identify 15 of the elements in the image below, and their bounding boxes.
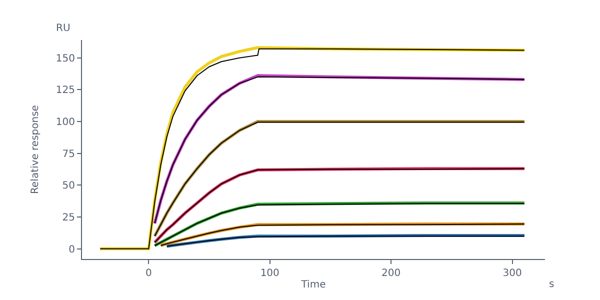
x-tick-label: 0	[145, 268, 152, 279]
y-tick-label: 75	[62, 148, 75, 160]
y-tick-label: 25	[62, 212, 75, 224]
x-tick-label: 200	[382, 268, 401, 279]
y-tick-label: 50	[62, 180, 75, 192]
y-axis-title: Relative response	[30, 105, 41, 194]
y-tick-label: 150	[56, 53, 75, 64]
x-tick-label: 300	[502, 268, 522, 279]
y-tick-label: 125	[56, 85, 75, 96]
y-tick-label: 100	[56, 116, 75, 128]
text: s	[549, 279, 554, 290]
x-tick-label: 100	[260, 268, 280, 279]
y-tick-label: 0	[68, 244, 75, 256]
x-axis-title: Time	[300, 280, 326, 290]
text: RU	[56, 23, 70, 34]
